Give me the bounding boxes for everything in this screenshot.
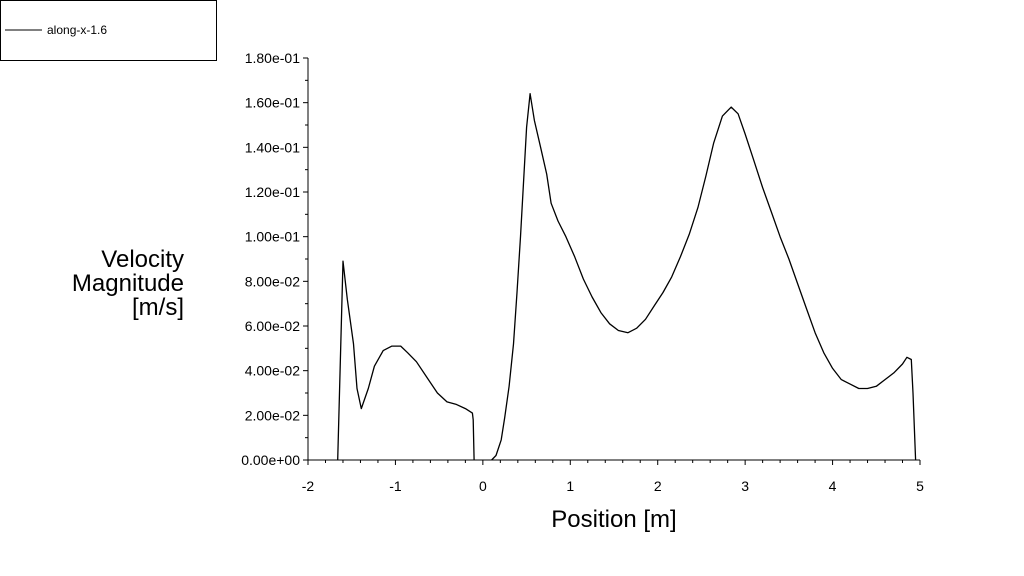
x-tick-label: -1 (389, 478, 402, 494)
x-tick-label: 0 (479, 478, 487, 494)
x-tick-label: 1 (566, 478, 574, 494)
legend-label: along-x-1.6 (47, 23, 107, 37)
x-tick-label: 5 (916, 478, 924, 494)
y-tick-label: 0.00e+00 (241, 452, 300, 468)
y-axis-title-line-1: Velocity (101, 246, 184, 273)
series-line-segment (491, 93, 917, 461)
series-group (337, 93, 917, 461)
x-tick-label: 2 (654, 478, 662, 494)
y-tick-label: 8.00e-02 (245, 273, 300, 289)
y-tick-label: 1.20e-01 (245, 184, 300, 200)
y-tick-label: 2.00e-02 (245, 407, 300, 423)
axes (307, 58, 920, 461)
y-axis-ticks: 0.00e+00 2.00e-02 4.00e-02 6.00e-02 8.00e-02… (241, 50, 308, 468)
y-tick-label: 6.00e-02 (245, 318, 300, 334)
x-tick-label: 3 (741, 478, 749, 494)
x-axis-ticks: -2 -1 0 1 2 3 4 5 (302, 460, 924, 494)
y-tick-label: 1.00e-01 (245, 229, 300, 245)
y-tick-label: 1.60e-01 (245, 95, 300, 111)
x-tick-label: 4 (829, 478, 837, 494)
y-tick-label: 4.00e-02 (245, 363, 300, 379)
y-axis-title-line-3: [m/s] (132, 294, 184, 321)
y-tick-label: 1.40e-01 (245, 139, 300, 155)
y-axis-title-line-2: Magnitude (72, 270, 184, 297)
x-tick-label: -2 (302, 478, 315, 494)
x-axis-title: Position [m] (551, 506, 676, 533)
legend: along-x-1.6 (0, 0, 217, 61)
y-tick-label: 1.80e-01 (245, 50, 300, 66)
series-line-segment (337, 260, 475, 461)
